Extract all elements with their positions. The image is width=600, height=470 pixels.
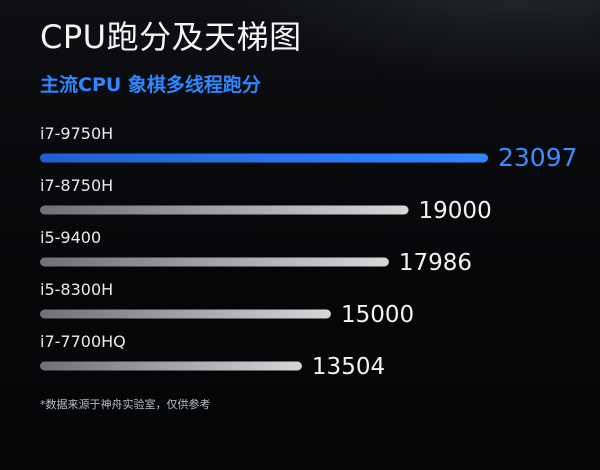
score-value-i7-7700hq: 13504 <box>312 354 385 380</box>
score-value-i5-9400: 17986 <box>399 250 472 276</box>
score-bar-i7-8750h <box>40 205 409 215</box>
cpu-label-i5-9400: i5-9400 <box>40 228 101 247</box>
score-value-i7-8750h: 19000 <box>419 198 492 224</box>
score-bar-i5-8300h <box>40 309 331 319</box>
source-footnote: *数据来源于神舟实验室，仅供参考 <box>40 398 211 411</box>
score-bar-i7-9750h <box>40 153 488 163</box>
page-title: CPU跑分及天梯图 <box>40 18 302 56</box>
cpu-label-i7-8750h: i7-8750H <box>40 176 113 195</box>
score-value-i5-8300h: 15000 <box>341 302 414 328</box>
score-value-i7-9750h: 23097 <box>498 143 578 172</box>
score-bar-i7-7700hq <box>40 361 302 371</box>
page-subtitle: 主流CPU 象棋多线程跑分 <box>40 74 261 96</box>
cpu-label-i7-7700hq: i7-7700HQ <box>40 332 126 351</box>
cpu-label-i7-9750h: i7-9750H <box>40 124 113 143</box>
score-bar-i5-9400 <box>40 257 389 267</box>
cpu-label-i5-8300h: i5-8300H <box>40 280 113 299</box>
